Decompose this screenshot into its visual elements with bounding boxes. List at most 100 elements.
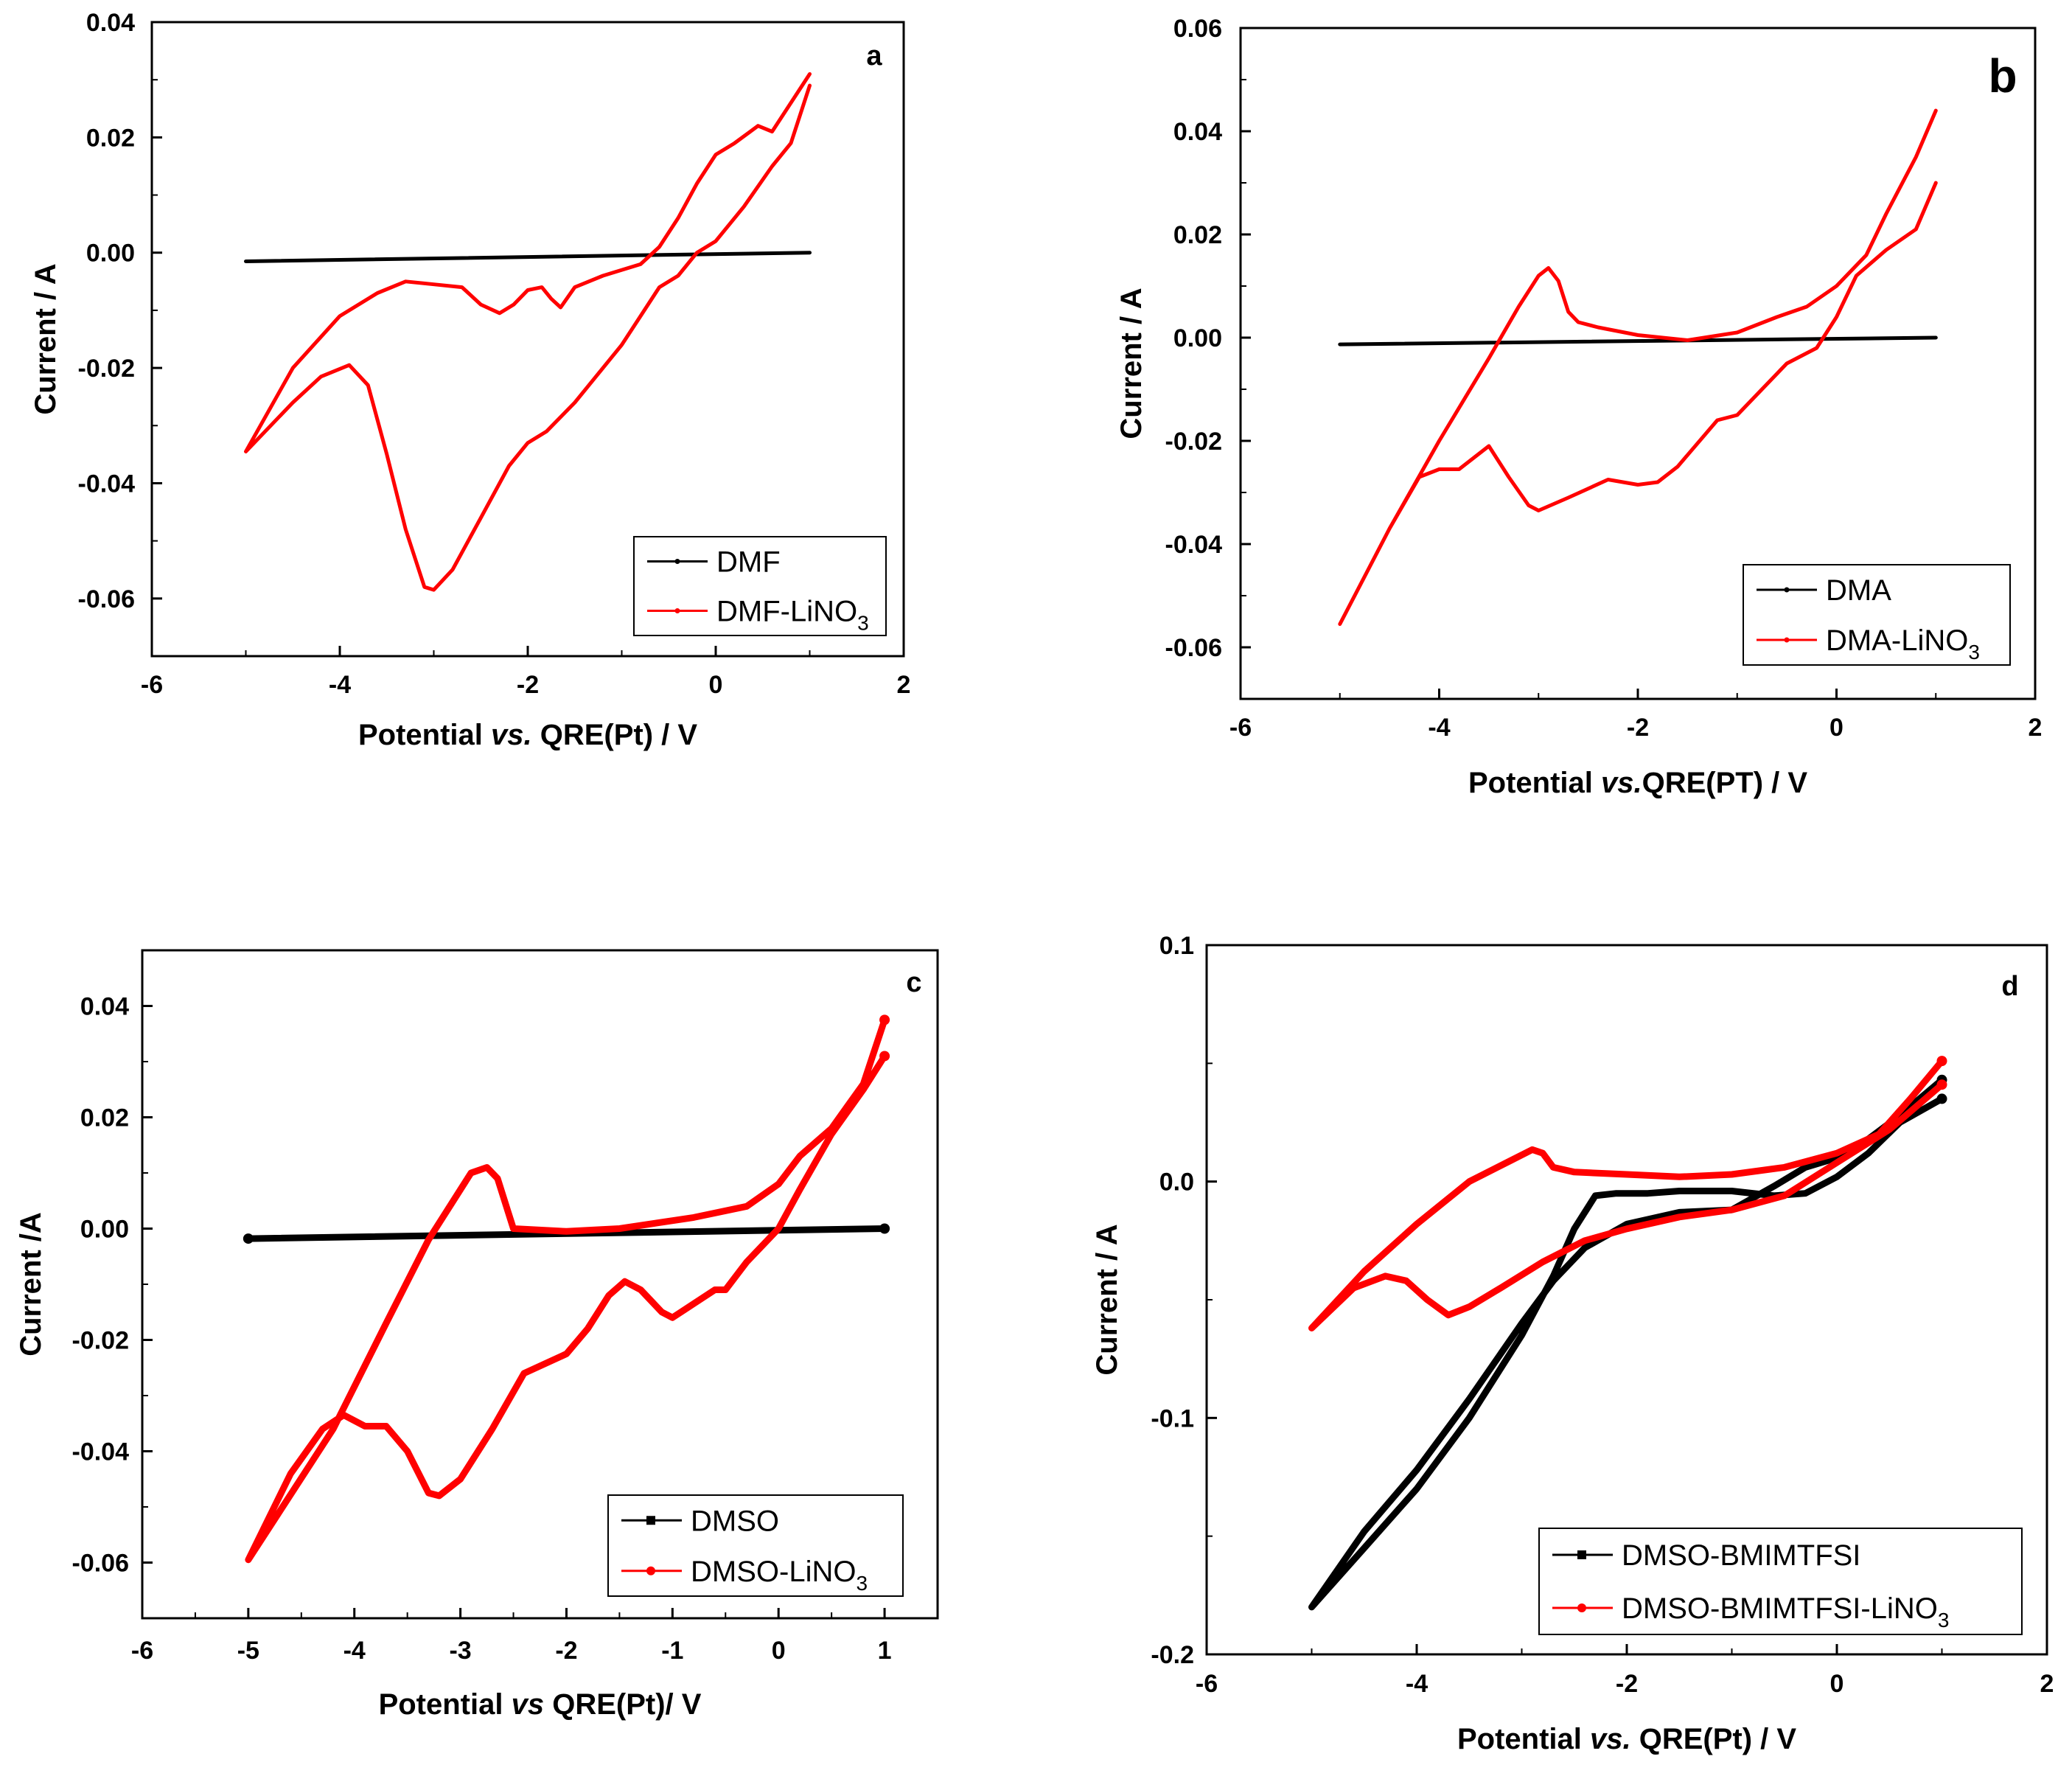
series-line-dmso-bmimtfsi-lino3 — [1308, 1057, 1945, 1331]
y-axis-label: Current / A — [29, 263, 62, 414]
series-line-dmso-lino3 — [245, 1016, 888, 1564]
x-axis-ticks: -6 -4 -2 0 2 — [141, 646, 911, 699]
legend: DMF DMF-LiNO3 — [633, 536, 887, 636]
y-tick-label: -0.04 — [78, 470, 136, 498]
x-tick-label: 1 — [878, 1637, 892, 1665]
legend-label: DMA — [1826, 574, 1891, 607]
legend-label-main: DMF — [716, 546, 781, 579]
legend-marker — [674, 608, 680, 613]
x-axis-label-part: Potential — [1468, 767, 1601, 799]
x-tick-label: -4 — [329, 671, 351, 699]
x-axis-label: Potential vs. QRE(Pt) / V — [1457, 1723, 1796, 1755]
x-axis-ticks: -6 -4 -2 0 2 — [1229, 689, 2042, 742]
panel-d: -6 -4 -2 0 2 0.1 0.0 -0.1 -0.2 Potential vs. QRE(… — [1091, 932, 2054, 1755]
legend-box — [607, 1494, 904, 1597]
legend-label-main: DMSO-BMIMTFSI-LiNO — [1622, 1592, 1938, 1625]
x-axis-label-part: vs. — [1601, 767, 1642, 799]
panel-letter: d — [2001, 971, 2018, 1002]
y-tick-label: 0.02 — [80, 1104, 129, 1132]
y-axis-label: Current / A — [1115, 288, 1148, 439]
series-point — [879, 1014, 890, 1025]
series-line-dmf — [244, 251, 812, 263]
series-line-dmf-lino3 — [244, 72, 812, 592]
legend-marker — [1784, 637, 1790, 643]
legend-label-main: DMA-LiNO — [1826, 624, 1968, 657]
series-point — [879, 1223, 890, 1234]
y-tick-label: 0.0 — [1159, 1169, 1194, 1197]
legend-label: DMSO-BMIMTFSI-LiNO3 — [1622, 1592, 1949, 1632]
y-axis-ticks: 0.04 0.02 0.00 -0.02 -0.04 -0.06 — [72, 993, 153, 1578]
x-tick-label: -6 — [1196, 1670, 1218, 1698]
legend-box — [1743, 564, 2011, 666]
y-axis-label: Current / A — [1091, 1224, 1123, 1375]
y-tick-label: -0.06 — [78, 585, 136, 613]
x-tick-label: -3 — [449, 1637, 471, 1665]
legend: DMA DMA-LiNO3 — [1743, 564, 2011, 666]
legend-label: DMSO-LiNO3 — [691, 1556, 868, 1595]
legend-box — [1538, 1528, 2023, 1635]
legend-label-subscript: 3 — [857, 612, 869, 635]
y-tick-label: -0.04 — [72, 1438, 130, 1466]
x-tick-label: -1 — [661, 1637, 683, 1665]
x-tick-label: -4 — [343, 1637, 366, 1665]
x-axis-label: Potential vs. QRE(Pt) / V — [358, 719, 697, 751]
x-axis-label-part: QRE(Pt) / V — [532, 719, 698, 751]
legend-label: DMSO — [691, 1505, 779, 1537]
y-axis-ticks: 0.06 0.04 0.02 0.00 -0.02 -0.04 -0.06 — [1165, 15, 1251, 662]
y-tick-label: 0.04 — [80, 993, 129, 1021]
x-axis-ticks: -6 -4 -2 0 2 — [1196, 1644, 2054, 1698]
x-axis-label-part: Potential — [379, 1688, 512, 1721]
x-axis-label-part: Potential — [1457, 1723, 1590, 1755]
legend-label-main: DMA — [1826, 574, 1891, 607]
x-tick-label: 0 — [1830, 1670, 1844, 1698]
legend-label-subscript: 3 — [1968, 641, 1980, 664]
series-point — [1936, 1056, 1947, 1067]
x-tick-label: -4 — [1428, 714, 1450, 742]
legend-label: DMSO-BMIMTFSI — [1622, 1539, 1860, 1572]
y-tick-label: -0.02 — [78, 355, 136, 383]
x-tick-label: -4 — [1406, 1670, 1428, 1698]
y-tick-label: 0.06 — [1173, 15, 1222, 43]
y-tick-label: 0.02 — [86, 124, 135, 152]
x-tick-label: -6 — [1229, 714, 1252, 742]
legend-marker — [646, 1566, 655, 1575]
panel-letter: a — [866, 41, 882, 72]
x-axis-label-part: Potential — [358, 719, 491, 751]
x-tick-label: -5 — [237, 1637, 259, 1665]
y-tick-label: -0.02 — [72, 1327, 130, 1355]
y-tick-label: 0.02 — [1173, 221, 1222, 249]
x-axis-ticks: -6 -5 -4 -3 -2 -1 0 1 — [131, 1608, 892, 1665]
x-tick-label: 2 — [897, 671, 911, 699]
x-axis-label-part: QRE(Pt)/ V — [544, 1688, 702, 1721]
legend-label: DMA-LiNO3 — [1826, 624, 1980, 664]
legend-label-main: DMSO — [691, 1505, 779, 1537]
legend-marker — [1784, 587, 1790, 593]
legend-label: DMF-LiNO3 — [716, 596, 869, 635]
legend-marker — [1577, 1603, 1586, 1612]
legend-label-main: DMSO-BMIMTFSI — [1622, 1539, 1860, 1572]
x-tick-label: -2 — [517, 671, 539, 699]
y-tick-label: -0.2 — [1151, 1641, 1194, 1669]
legend: DMSO DMSO-LiNO3 — [607, 1494, 904, 1597]
y-tick-label: 0.04 — [86, 9, 135, 37]
series-point — [243, 1233, 254, 1244]
legend: DMSO-BMIMTFSI DMSO-BMIMTFSI-LiNO3 — [1538, 1528, 2023, 1635]
legend-label-main: DMF-LiNO — [716, 596, 857, 628]
x-axis-label-part: QRE(PT) / V — [1642, 767, 1808, 799]
y-axis-label: Current /A — [15, 1212, 47, 1357]
panel-c: -6 -5 -4 -3 -2 -1 0 1 0.04 0.02 0.00 -0.02 -0.04 -0.0… — [15, 949, 939, 1721]
series-point — [879, 1051, 890, 1062]
series-line-dma-lino3 — [1338, 108, 1938, 626]
y-tick-label: 0.00 — [86, 240, 135, 268]
y-tick-label: -0.06 — [72, 1550, 130, 1578]
x-axis-label: Potential vs.QRE(PT) / V — [1468, 767, 1807, 799]
panel-b: -6 -4 -2 0 2 0.06 0.04 0.02 0.00 -0.02 -0.04 -0.06 P… — [1115, 15, 2042, 799]
legend-marker — [674, 559, 680, 564]
y-tick-label: 0.1 — [1159, 932, 1194, 960]
x-tick-label: -6 — [131, 1637, 153, 1665]
legend-label-main: DMSO-LiNO — [691, 1556, 856, 1588]
y-tick-label: -0.02 — [1165, 428, 1223, 456]
y-tick-label: -0.1 — [1151, 1404, 1194, 1432]
panel-a: -6 -4 -2 0 2 0.04 0.02 0.00 -0.02 -0.04 -0.06 Poten… — [29, 9, 910, 751]
